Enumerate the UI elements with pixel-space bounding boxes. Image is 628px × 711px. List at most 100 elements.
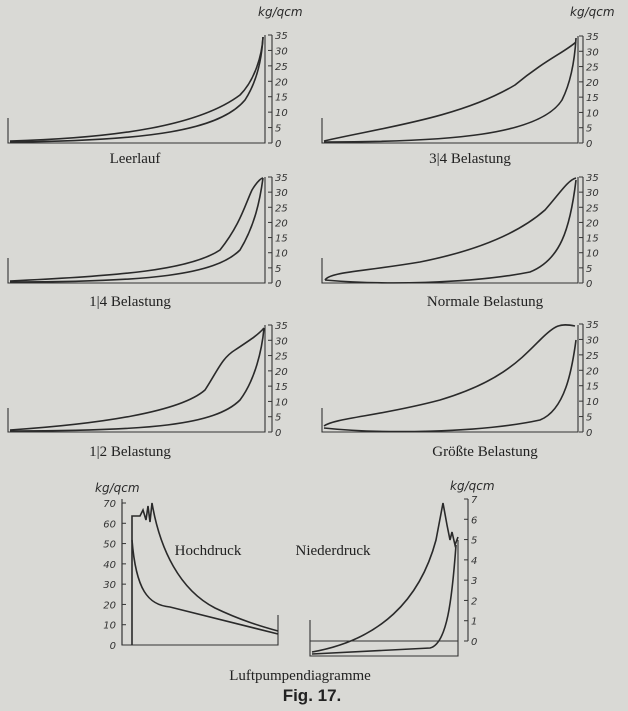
panel-dreiviertel: [321, 36, 579, 144]
panel-label-normale: Normale Belastung: [427, 294, 544, 310]
tick-label: 0: [275, 279, 281, 290]
tick-label: 30: [586, 188, 599, 199]
panel-hochdruck: [121, 499, 279, 646]
tick-label: 5: [275, 124, 281, 135]
tick-label: 10: [586, 249, 599, 260]
tick-label: 10: [275, 108, 288, 119]
tick-label: 25: [275, 352, 288, 363]
tick-label: 7: [471, 495, 478, 506]
tick-label: 20: [275, 367, 288, 378]
panel-halb: [7, 325, 266, 433]
tick-label: 20: [275, 218, 288, 229]
tick-label: 5: [471, 536, 477, 547]
tick-label: 20: [586, 78, 599, 89]
tick-label: 6: [471, 515, 477, 526]
tick-label: 70: [103, 499, 116, 510]
tick-label: 5: [275, 264, 281, 275]
tick-label: 0: [110, 641, 116, 652]
curve-upper: [323, 41, 577, 142]
frame: [7, 35, 266, 144]
panel-label-halb: 1|2 Belastung: [89, 444, 171, 460]
tick-label: 0: [275, 428, 281, 439]
tick-label: 15: [586, 234, 599, 245]
frame: [309, 540, 459, 657]
panel-label-viertel: 1|4 Belastung: [89, 294, 171, 310]
curve-upper: [9, 327, 265, 431]
curve-lower: [323, 37, 577, 143]
tick-label: 35: [586, 320, 599, 331]
figure-subtitle: Luftpumpendiagramme: [229, 668, 371, 684]
figure-number: Fig. 17.: [283, 686, 342, 705]
tick-label: 10: [103, 621, 116, 632]
tick-label: 20: [586, 366, 599, 377]
tick-label: 4: [471, 556, 477, 567]
tick-label: 5: [586, 124, 592, 135]
curve-lower: [311, 544, 457, 655]
tick-label: 30: [586, 47, 599, 58]
tick-label: 15: [586, 93, 599, 104]
frame: [7, 325, 266, 433]
curve-upper: [323, 324, 576, 427]
frame: [321, 36, 579, 144]
tick-label: 30: [586, 335, 599, 346]
tick-label: 5: [275, 413, 281, 424]
tick-label: 35: [275, 173, 288, 184]
panel-niederdruck: [309, 502, 459, 657]
tick-label: 1: [471, 617, 477, 628]
curve-upper: [9, 36, 264, 142]
tick-label: 25: [275, 62, 288, 73]
tick-label: 0: [471, 637, 477, 648]
tick-label: 40: [103, 560, 116, 571]
tick-label: 20: [103, 600, 116, 611]
curve-upper: [311, 502, 459, 653]
panel-label-leerlauf: Leerlauf: [110, 151, 161, 167]
tick-label: 25: [586, 203, 599, 214]
tick-label: 10: [275, 249, 288, 260]
frame: [7, 177, 266, 284]
frame: [321, 177, 579, 284]
tick-label: 35: [275, 31, 288, 42]
tick-label: 25: [586, 63, 599, 74]
tick-label: 25: [275, 203, 288, 214]
unit-label: kg/qcm: [570, 5, 615, 19]
curve-lower: [9, 327, 265, 432]
tick-label: 5: [586, 413, 592, 424]
tick-label: 0: [586, 279, 592, 290]
curve-lower: [324, 179, 577, 284]
tick-label: 20: [275, 77, 288, 88]
panel-viertel: [7, 177, 266, 284]
curve-lower: [131, 539, 279, 635]
tick-label: 50: [103, 540, 116, 551]
panel-groesste: [321, 324, 579, 433]
tick-label: 30: [275, 336, 288, 347]
tick-label: 0: [275, 139, 281, 150]
tick-label: 5: [586, 264, 592, 275]
tick-label: 15: [275, 234, 288, 245]
curve-upper: [9, 177, 264, 282]
tick-label: 35: [275, 321, 288, 332]
frame: [321, 325, 579, 433]
panel-normale: [321, 177, 579, 284]
tick-label: 15: [275, 382, 288, 393]
tick-label: 2: [471, 596, 477, 607]
tick-label: 15: [586, 382, 599, 393]
tick-label: 10: [586, 397, 599, 408]
tick-label: 35: [586, 32, 599, 43]
curve-upper: [131, 502, 279, 645]
unit-label: kg/qcm: [95, 481, 140, 495]
tick-label: 30: [103, 580, 116, 591]
tick-label: 20: [586, 218, 599, 229]
panel-label-groesste: Größte Belastung: [432, 444, 538, 460]
curve-lower: [9, 36, 264, 143]
tick-label: 30: [275, 46, 288, 57]
panel-label-niederdruck: Niederdruck: [296, 543, 371, 559]
panel-label-dreiviertel: 3|4 Belastung: [429, 151, 511, 167]
tick-label: 60: [103, 519, 116, 530]
unit-label: kg/qcm: [258, 5, 303, 19]
panel-leerlauf: [7, 35, 266, 144]
curve-lower: [323, 339, 577, 433]
tick-label: 25: [586, 351, 599, 362]
tick-label: 30: [275, 188, 288, 199]
unit-label: kg/qcm: [450, 479, 495, 493]
